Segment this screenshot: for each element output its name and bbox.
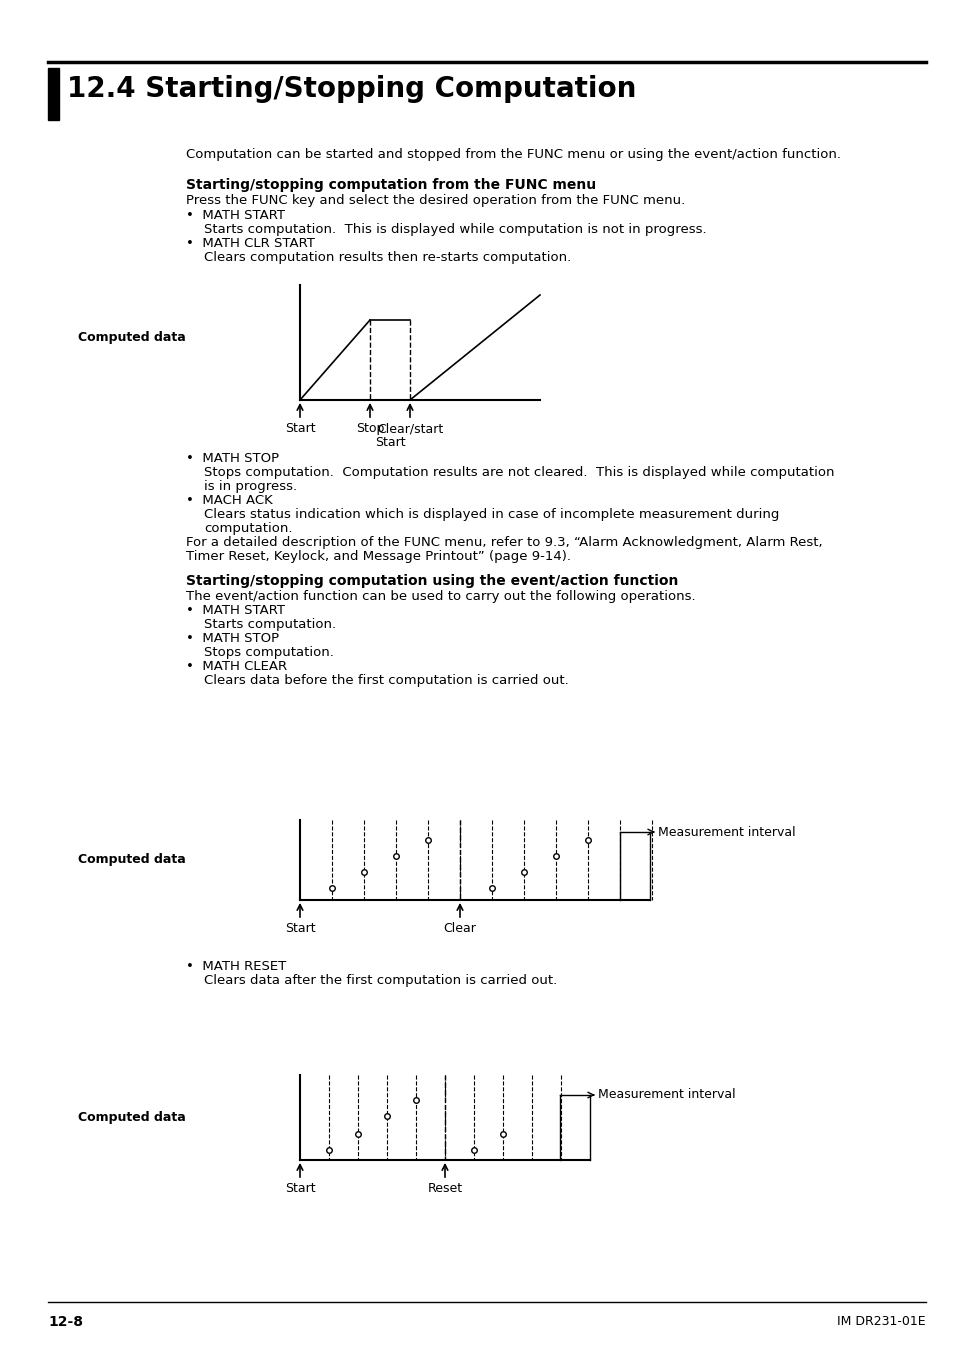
Text: Stops computation.: Stops computation. [204, 646, 334, 659]
Text: Start: Start [284, 1182, 315, 1196]
Text: computation.: computation. [204, 521, 293, 535]
Text: Clears status indication which is displayed in case of incomplete measurement du: Clears status indication which is displa… [204, 508, 779, 521]
Text: Starting/stopping computation from the FUNC menu: Starting/stopping computation from the F… [186, 178, 596, 192]
Text: •  MATH RESET: • MATH RESET [186, 961, 286, 973]
Text: Measurement interval: Measurement interval [658, 825, 795, 839]
Text: •  MATH CLR START: • MATH CLR START [186, 236, 314, 250]
Text: Starting/stopping computation using the event/action function: Starting/stopping computation using the … [186, 574, 678, 588]
Text: Press the FUNC key and select the desired operation from the FUNC menu.: Press the FUNC key and select the desire… [186, 195, 684, 207]
Text: Clears data before the first computation is carried out.: Clears data before the first computation… [204, 674, 568, 688]
Text: is in progress.: is in progress. [204, 480, 296, 493]
Text: •  MATH START: • MATH START [186, 604, 285, 617]
Text: Reset: Reset [427, 1182, 462, 1196]
Text: •  MATH CLEAR: • MATH CLEAR [186, 661, 287, 673]
Text: Start: Start [284, 921, 315, 935]
Text: •  MATH STOP: • MATH STOP [186, 632, 279, 644]
Text: Measurement interval: Measurement interval [598, 1089, 735, 1101]
Text: Start: Start [375, 436, 405, 449]
Text: For a detailed description of the FUNC menu, refer to 9.3, “Alarm Acknowledgment: For a detailed description of the FUNC m… [186, 536, 821, 549]
Text: •  MATH START: • MATH START [186, 209, 285, 222]
Text: Starts computation.: Starts computation. [204, 617, 335, 631]
Text: 12.4 Starting/Stopping Computation: 12.4 Starting/Stopping Computation [67, 76, 636, 103]
Text: The event/action function can be used to carry out the following operations.: The event/action function can be used to… [186, 590, 695, 603]
Text: Clears data after the first computation is carried out.: Clears data after the first computation … [204, 974, 557, 988]
Text: Computed data: Computed data [78, 331, 186, 345]
Text: •  MACH ACK: • MACH ACK [186, 494, 273, 507]
Text: Stops computation.  Computation results are not cleared.  This is displayed whil: Stops computation. Computation results a… [204, 466, 834, 480]
Text: IM DR231-01E: IM DR231-01E [837, 1315, 925, 1328]
Text: Stop: Stop [355, 422, 384, 435]
Text: Starts computation.  This is displayed while computation is not in progress.: Starts computation. This is displayed wh… [204, 223, 706, 236]
Text: •  MATH STOP: • MATH STOP [186, 453, 279, 465]
Text: Start: Start [284, 422, 315, 435]
Text: Computation can be started and stopped from the FUNC menu or using the event/act: Computation can be started and stopped f… [186, 149, 841, 161]
Text: Computed data: Computed data [78, 854, 186, 866]
Text: Clears computation results then re-starts computation.: Clears computation results then re-start… [204, 251, 571, 263]
Bar [48, 68, 59, 120]
Text: Clear: Clear [443, 921, 476, 935]
Text: Timer Reset, Keylock, and Message Printout” (page 9-14).: Timer Reset, Keylock, and Message Printo… [186, 550, 571, 563]
Text: Clear/start: Clear/start [376, 422, 442, 435]
Text: 12-8: 12-8 [48, 1315, 83, 1329]
Text: Computed data: Computed data [78, 1112, 186, 1124]
